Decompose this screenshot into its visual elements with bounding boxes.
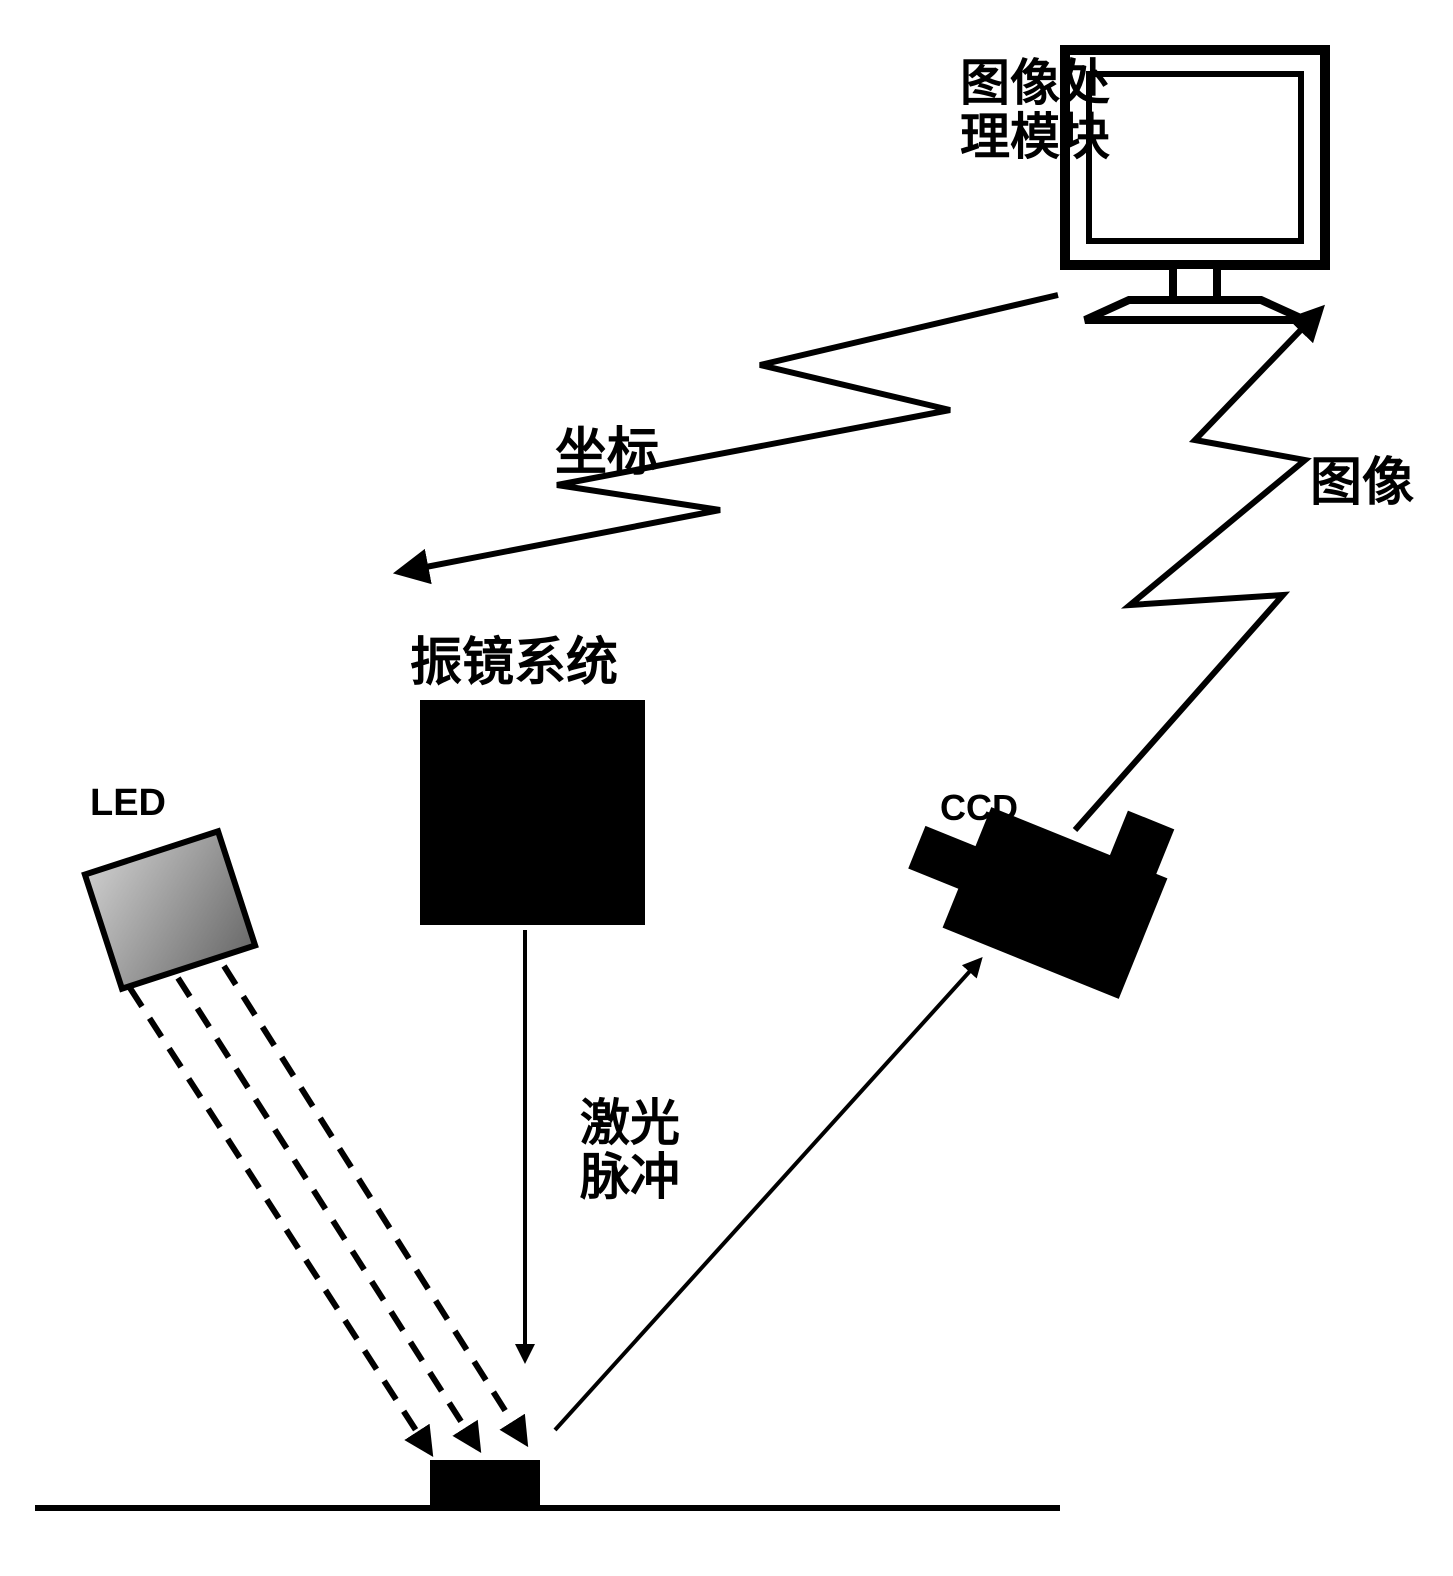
led-device [85, 831, 255, 988]
computer-screen [1089, 74, 1301, 241]
galvo-label: 振镜系统 [410, 634, 618, 692]
target-block [430, 1460, 540, 1508]
computer-neck [1173, 265, 1217, 300]
ccd-label: CCD [940, 787, 1018, 828]
image-label: 图像 [1310, 454, 1414, 512]
laser-label: 激光脉冲 [580, 1095, 680, 1205]
computer-label: 图像处理模块 [960, 55, 1110, 165]
galvo-box [420, 700, 645, 925]
led-label: LED [90, 782, 166, 824]
zigzag-image [1075, 310, 1320, 830]
led-ray-2 [178, 978, 478, 1448]
zigzag-coords [400, 295, 1058, 572]
computer-base [1085, 300, 1305, 320]
coords-label: 坐标 [555, 424, 659, 482]
ccd-camera [893, 742, 1186, 998]
